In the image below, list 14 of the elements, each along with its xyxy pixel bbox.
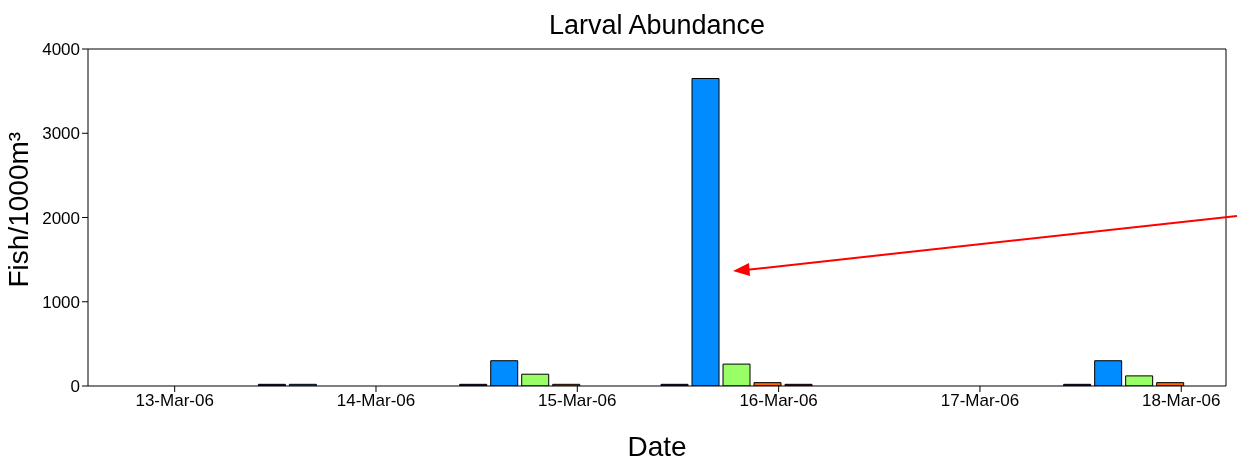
x-tick-label: 18-Mar-06 (1142, 391, 1221, 411)
y-tick-label: 0 (70, 377, 80, 397)
y-tick-label: 1000 (42, 292, 80, 312)
y-tick-label: 2000 (42, 208, 80, 228)
chart-title: Larval Abundance (547, 9, 767, 42)
y-axis-title: Fish/1000m³ (2, 131, 34, 288)
y-tick-label: 4000 (42, 40, 80, 60)
x-tick-label: 14-Mar-06 (336, 391, 416, 411)
x-tick-label: 16-Mar-06 (739, 391, 818, 411)
x-axis-title: Date (627, 431, 687, 462)
x-tick-label: 17-Mar-06 (940, 391, 1020, 411)
x-tick-label: 13-Mar-06 (135, 391, 214, 411)
y-tick-label: 3000 (42, 124, 80, 144)
x-tick-label: 15-Mar-06 (538, 391, 617, 411)
